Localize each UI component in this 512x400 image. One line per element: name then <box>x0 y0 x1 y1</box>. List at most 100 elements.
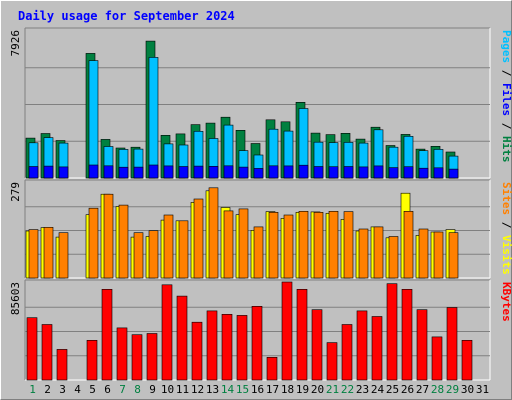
panel-1: 7926 Pages / Files / Hits <box>9 27 512 179</box>
legend-entry: Sites <box>500 182 512 215</box>
x-tick-day-15: 15 <box>236 383 249 396</box>
bar-pages-day-24 <box>373 165 384 179</box>
bar-pages-day-5 <box>88 164 99 179</box>
bar-pages-day-13 <box>208 166 219 179</box>
bar-kbytes-day-30 <box>461 339 473 381</box>
bar-sites-day-11 <box>178 220 189 279</box>
bar-sites-day-12 <box>193 198 204 279</box>
legend-entry: / <box>500 63 512 83</box>
x-axis-labels: 1 2 3 4 5 6 7 8 9 10 11 12 13 14 15 16 17 18 19 20 21 22 23 24 2… <box>29 383 489 396</box>
series-legend: Pages / Files / Hits <box>500 30 512 163</box>
x-tick-day-16: 16 <box>251 383 264 396</box>
bar-kbytes-day-25 <box>386 283 398 381</box>
bar-kbytes-day-9 <box>146 333 158 381</box>
bar-sites-day-17 <box>268 212 279 279</box>
bar-kbytes-day-26 <box>401 288 413 381</box>
bar-sites-day-14 <box>223 210 234 279</box>
x-tick-day-9: 9 <box>149 383 156 396</box>
bar-kbytes-day-15 <box>236 315 248 381</box>
bar-kbytes-day-27 <box>416 309 428 381</box>
bar-sites-day-25 <box>388 236 399 279</box>
bar-kbytes-day-2 <box>41 324 53 381</box>
bar-pages-day-26 <box>403 166 414 179</box>
bar-pages-day-1 <box>28 166 39 179</box>
legend-entry: Hits <box>500 136 512 163</box>
x-tick-day-20: 20 <box>311 383 324 396</box>
series-legend: KBytes <box>500 282 512 322</box>
bar-kbytes-day-3 <box>56 349 68 381</box>
legend-entry: / <box>500 116 512 136</box>
bar-sites-day-15 <box>238 208 249 279</box>
bar-kbytes-day-29 <box>446 307 458 381</box>
x-tick-day-30: 30 <box>461 383 474 396</box>
bar-kbytes-day-16 <box>251 305 263 381</box>
bar-sites-day-5 <box>88 207 99 279</box>
bar-kbytes-day-6 <box>101 288 113 381</box>
bar-sites-day-13 <box>208 187 219 279</box>
x-tick-day-19: 19 <box>296 383 309 396</box>
x-tick-day-8: 8 <box>134 383 141 396</box>
bar-pages-day-14 <box>223 165 234 179</box>
bar-sites-day-22 <box>343 211 354 279</box>
x-tick-day-29: 29 <box>446 383 459 396</box>
bars <box>25 187 459 279</box>
bar-pages-day-11 <box>178 166 189 179</box>
bar-pages-day-10 <box>163 165 174 179</box>
x-tick-day-31: 31 <box>476 383 489 396</box>
x-tick-day-23: 23 <box>356 383 369 396</box>
bar-kbytes-day-19 <box>296 288 308 381</box>
bar-sites-day-1 <box>28 229 39 279</box>
bar-sites-day-24 <box>373 226 384 279</box>
x-tick-day-21: 21 <box>326 383 339 396</box>
legend-entry: Visits <box>500 235 512 275</box>
y-max-label: 85603 <box>9 282 22 315</box>
bar-files-day-9 <box>148 57 159 179</box>
bar-sites-day-3 <box>58 232 69 279</box>
bar-kbytes-day-12 <box>191 321 203 381</box>
bar-sites-day-2 <box>43 227 54 279</box>
bar-sites-day-18 <box>283 214 294 279</box>
bar-sites-day-16 <box>253 226 264 279</box>
panel-3: 85603 KBytes <box>9 279 512 381</box>
bar-sites-day-27 <box>418 228 429 279</box>
bar-pages-day-7 <box>118 166 129 179</box>
x-tick-day-24: 24 <box>371 383 385 396</box>
bar-sites-day-10 <box>163 214 174 279</box>
chart-title: Daily usage for September 2024 <box>18 9 235 23</box>
bar-kbytes-day-10 <box>161 284 173 381</box>
bar-pages-day-8 <box>133 166 144 179</box>
bar-pages-day-28 <box>433 167 444 179</box>
x-tick-day-18: 18 <box>281 383 294 396</box>
x-tick-day-10: 10 <box>161 383 174 396</box>
bar-pages-day-21 <box>328 166 339 179</box>
bar-sites-day-8 <box>133 232 144 279</box>
x-tick-day-26: 26 <box>401 383 414 396</box>
bar-pages-day-22 <box>343 166 354 179</box>
bar-kbytes-day-21 <box>326 342 338 381</box>
bar-sites-day-26 <box>403 211 414 279</box>
bar-kbytes-day-1 <box>26 317 38 381</box>
bar-sites-day-29 <box>448 232 459 279</box>
bar-files-day-5 <box>88 60 99 179</box>
x-tick-day-2: 2 <box>44 383 51 396</box>
bar-kbytes-day-11 <box>176 295 188 381</box>
bar-sites-day-19 <box>298 211 309 279</box>
bar-kbytes-day-23 <box>356 310 368 381</box>
bar-pages-day-17 <box>268 165 279 179</box>
x-tick-day-5: 5 <box>89 383 96 396</box>
x-tick-day-13: 13 <box>206 383 219 396</box>
legend-entry: / <box>500 215 512 235</box>
x-tick-day-14: 14 <box>221 383 235 396</box>
bar-pages-day-16 <box>253 168 264 179</box>
bar-sites-day-7 <box>118 204 129 279</box>
bar-kbytes-day-14 <box>221 313 233 381</box>
bar-pages-day-18 <box>283 165 294 179</box>
x-tick-day-3: 3 <box>59 383 66 396</box>
x-tick-day-7: 7 <box>119 383 126 396</box>
x-tick-day-11: 11 <box>176 383 189 396</box>
x-tick-day-1: 1 <box>29 383 36 396</box>
bar-kbytes-day-5 <box>86 339 98 381</box>
bars <box>26 281 473 381</box>
bar-kbytes-day-13 <box>206 310 218 381</box>
